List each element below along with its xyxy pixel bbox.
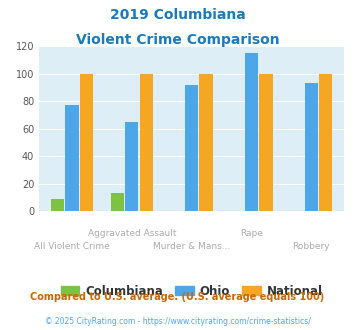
Bar	[111, 193, 124, 211]
Bar	[140, 74, 153, 211]
Text: 2019 Columbiana: 2019 Columbiana	[110, 8, 245, 22]
Text: Rape: Rape	[240, 229, 263, 238]
Bar	[51, 199, 64, 211]
Bar	[125, 122, 138, 211]
Legend: Columbiana, Ohio, National: Columbiana, Ohio, National	[56, 280, 328, 302]
Bar	[185, 85, 198, 211]
Bar	[245, 53, 258, 211]
Bar	[200, 74, 213, 211]
Text: © 2025 CityRating.com - https://www.cityrating.com/crime-statistics/: © 2025 CityRating.com - https://www.city…	[45, 317, 310, 326]
Text: Robbery: Robbery	[293, 242, 330, 251]
Text: Compared to U.S. average. (U.S. average equals 100): Compared to U.S. average. (U.S. average …	[31, 292, 324, 302]
Bar	[305, 83, 318, 211]
Text: Murder & Mans...: Murder & Mans...	[153, 242, 230, 251]
Text: Violent Crime Comparison: Violent Crime Comparison	[76, 33, 279, 47]
Bar	[80, 74, 93, 211]
Text: Aggravated Assault: Aggravated Assault	[88, 229, 176, 238]
Bar	[319, 74, 332, 211]
Text: All Violent Crime: All Violent Crime	[34, 242, 110, 251]
Bar	[260, 74, 273, 211]
Bar	[65, 105, 78, 211]
